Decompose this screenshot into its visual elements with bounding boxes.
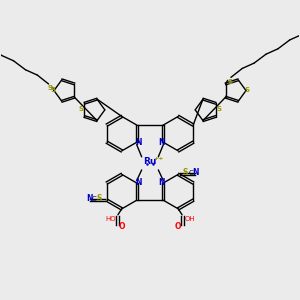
Text: N: N (192, 168, 199, 177)
Text: N: N (159, 138, 165, 147)
Text: O: O (118, 222, 125, 231)
Text: C: C (188, 170, 193, 176)
Text: S: S (217, 106, 222, 112)
Text: OH: OH (184, 216, 195, 222)
Text: C: C (92, 196, 97, 202)
Text: Ru: Ru (143, 158, 157, 166)
Text: N: N (135, 178, 141, 187)
Text: S: S (183, 168, 188, 177)
Text: ++: ++ (154, 155, 164, 160)
Text: O: O (175, 222, 181, 231)
Text: N: N (159, 178, 165, 187)
Text: HO: HO (105, 216, 116, 222)
Text: S: S (245, 87, 250, 93)
Text: S: S (50, 87, 55, 93)
Text: N: N (135, 138, 141, 147)
Text: S: S (47, 85, 52, 91)
Text: S: S (227, 79, 232, 85)
Text: N: N (86, 194, 93, 203)
Text: S: S (97, 194, 102, 203)
Text: S: S (78, 106, 83, 112)
